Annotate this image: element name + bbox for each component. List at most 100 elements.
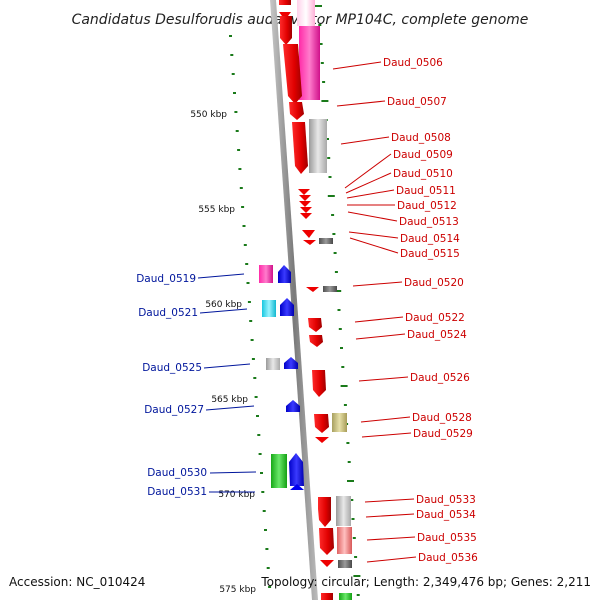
gene-label[interactable]: Daud_0514 (400, 233, 460, 245)
scale-label: 555 kbp (198, 205, 235, 215)
gene-label[interactable]: Daud_0526 (410, 372, 470, 384)
gene-label[interactable]: Daud_0506 (383, 57, 443, 69)
gene-0536-arrow[interactable] (320, 560, 334, 567)
gene-0526-feature[interactable] (312, 370, 326, 397)
strand-tick (354, 556, 358, 558)
forward-label-leaders (332, 61, 417, 563)
reverse-gene-labels: Daud_0519 Daud_0521 Daud_0525 Daud_0527 … (136, 273, 207, 498)
gene-0529-arrow[interactable] (315, 437, 329, 443)
gene-0512-arrow[interactable] (300, 207, 312, 213)
gene-label[interactable]: Daud_0525 (142, 362, 202, 374)
gene-0509-arrow[interactable] (298, 189, 310, 195)
scale-minor-tick (229, 35, 232, 37)
gene-0513-arrow[interactable] (300, 213, 312, 219)
reverse-label-leaders (197, 273, 257, 493)
scale-minor-tick (262, 510, 266, 512)
scale-minor-tick (233, 92, 236, 94)
scale-minor-tick (238, 168, 242, 170)
gene-label[interactable]: Daud_0534 (416, 509, 476, 521)
gene-0520-grey-feature[interactable] (323, 286, 337, 292)
gene-0510-arrow[interactable] (299, 195, 311, 201)
gene-label[interactable]: Daud_0511 (396, 185, 456, 197)
gene-0531-arrow[interactable] (290, 484, 304, 490)
gene-0520-arrow[interactable] (306, 287, 319, 292)
gene-0527-feature[interactable] (286, 400, 300, 412)
scale-minor-tick (264, 529, 267, 531)
gene-0537-feature[interactable] (321, 593, 333, 600)
gene-0507b-feature[interactable] (289, 102, 304, 120)
gene-0537-green-feature[interactable] (339, 593, 352, 600)
gene-0535-salmon-feature[interactable] (337, 527, 352, 554)
gene-0522-feature[interactable] (308, 318, 322, 332)
gene-label[interactable]: Daud_0533 (416, 494, 476, 506)
scale-minor-tick (235, 130, 239, 132)
scale-label: 565 kbp (211, 395, 248, 405)
gene-0528-olive-feature[interactable] (332, 413, 347, 432)
gene-0521-feature[interactable] (280, 298, 294, 316)
gene-0515-grey-feature[interactable] (319, 238, 333, 244)
gene-label[interactable]: Daud_0507 (387, 96, 447, 108)
gene-0533-grey-feature[interactable] (336, 496, 351, 526)
gene-label[interactable]: Daud_0536 (418, 552, 478, 564)
gene-label[interactable]: Daud_0522 (405, 312, 465, 324)
gene-label[interactable]: Daud_0535 (417, 532, 477, 544)
strand-tick (356, 594, 360, 596)
gene-label[interactable]: Daud_0521 (138, 307, 198, 319)
gene-label[interactable]: Daud_0510 (393, 168, 453, 180)
gene-label[interactable]: Daud_0515 (400, 248, 460, 260)
scale-labels: 550 kbp 555 kbp 560 kbp 565 kbp 570 kbp … (190, 110, 256, 595)
scale-minor-tick (246, 282, 250, 284)
gene-0533-feature[interactable] (318, 497, 331, 509)
gene-0506-pink-feature[interactable] (299, 26, 320, 100)
gene-label[interactable]: Daud_0530 (147, 467, 207, 479)
gene-0519-feature[interactable] (278, 265, 291, 283)
gene-0528-feature[interactable] (314, 414, 329, 433)
scale-minor-tick (250, 339, 254, 341)
gene-0511-arrow[interactable] (299, 201, 311, 207)
scale-minor-tick (258, 453, 262, 455)
gene-label[interactable]: Daud_0527 (144, 404, 204, 416)
gene-0535-feature[interactable] (319, 528, 334, 555)
strand-tick (333, 252, 337, 254)
gene-label[interactable]: Daud_0509 (393, 149, 453, 161)
gene-0525-feature[interactable] (284, 357, 298, 369)
gene-0536-grey-feature[interactable] (338, 560, 352, 568)
scale-minor-tick (243, 244, 247, 246)
strand-tick (347, 461, 351, 463)
strand-tick (332, 233, 336, 235)
gene-label[interactable]: Daud_0531 (147, 486, 207, 498)
gene-0524-feature[interactable] (309, 335, 323, 347)
gene-label[interactable]: Daud_0519 (136, 273, 196, 285)
gene-0514-arrow[interactable] (302, 230, 315, 238)
strand-tick (352, 537, 356, 539)
gene-label[interactable]: Daud_0524 (407, 329, 467, 341)
gene-label[interactable]: Daud_0512 (397, 200, 457, 212)
gene-label[interactable]: Daud_0508 (391, 132, 451, 144)
strand-tick (338, 328, 342, 330)
gene-0506-feature[interactable] (280, 16, 292, 45)
scale-minor-tick (239, 187, 243, 189)
strand-tick (340, 347, 343, 349)
gene-0508-feature[interactable] (292, 122, 308, 174)
gene-0515-arrow[interactable] (303, 240, 316, 245)
scale-minor-tick (261, 491, 265, 493)
gene-0504-feature[interactable] (297, 0, 315, 26)
gene-label[interactable]: Daud_0520 (404, 277, 464, 289)
scale-minor-tick (245, 263, 249, 265)
gene-label[interactable]: Daud_0513 (399, 216, 459, 228)
gene-0505-feature[interactable] (279, 0, 291, 5)
strand-tick (340, 385, 348, 387)
gene-0508-grey-feature[interactable] (309, 119, 327, 173)
gene-0519-pink-feature[interactable] (259, 265, 273, 283)
gene-0507-feature[interactable] (283, 44, 302, 104)
gene-label[interactable]: Daud_0528 (412, 412, 472, 424)
gene-0530-feature[interactable] (289, 453, 304, 486)
scale-label: 575 kbp (219, 585, 256, 595)
scale-minor-tick (256, 415, 259, 417)
scale-minor-tick (254, 396, 258, 398)
gene-label[interactable]: Daud_0529 (413, 428, 473, 440)
gene-0521-cyan-feature[interactable] (262, 300, 276, 317)
gene-0530-green-feature[interactable] (271, 454, 287, 488)
gene-0525-grey-feature[interactable] (266, 358, 280, 370)
gene-0533b-feature[interactable] (318, 509, 331, 527)
